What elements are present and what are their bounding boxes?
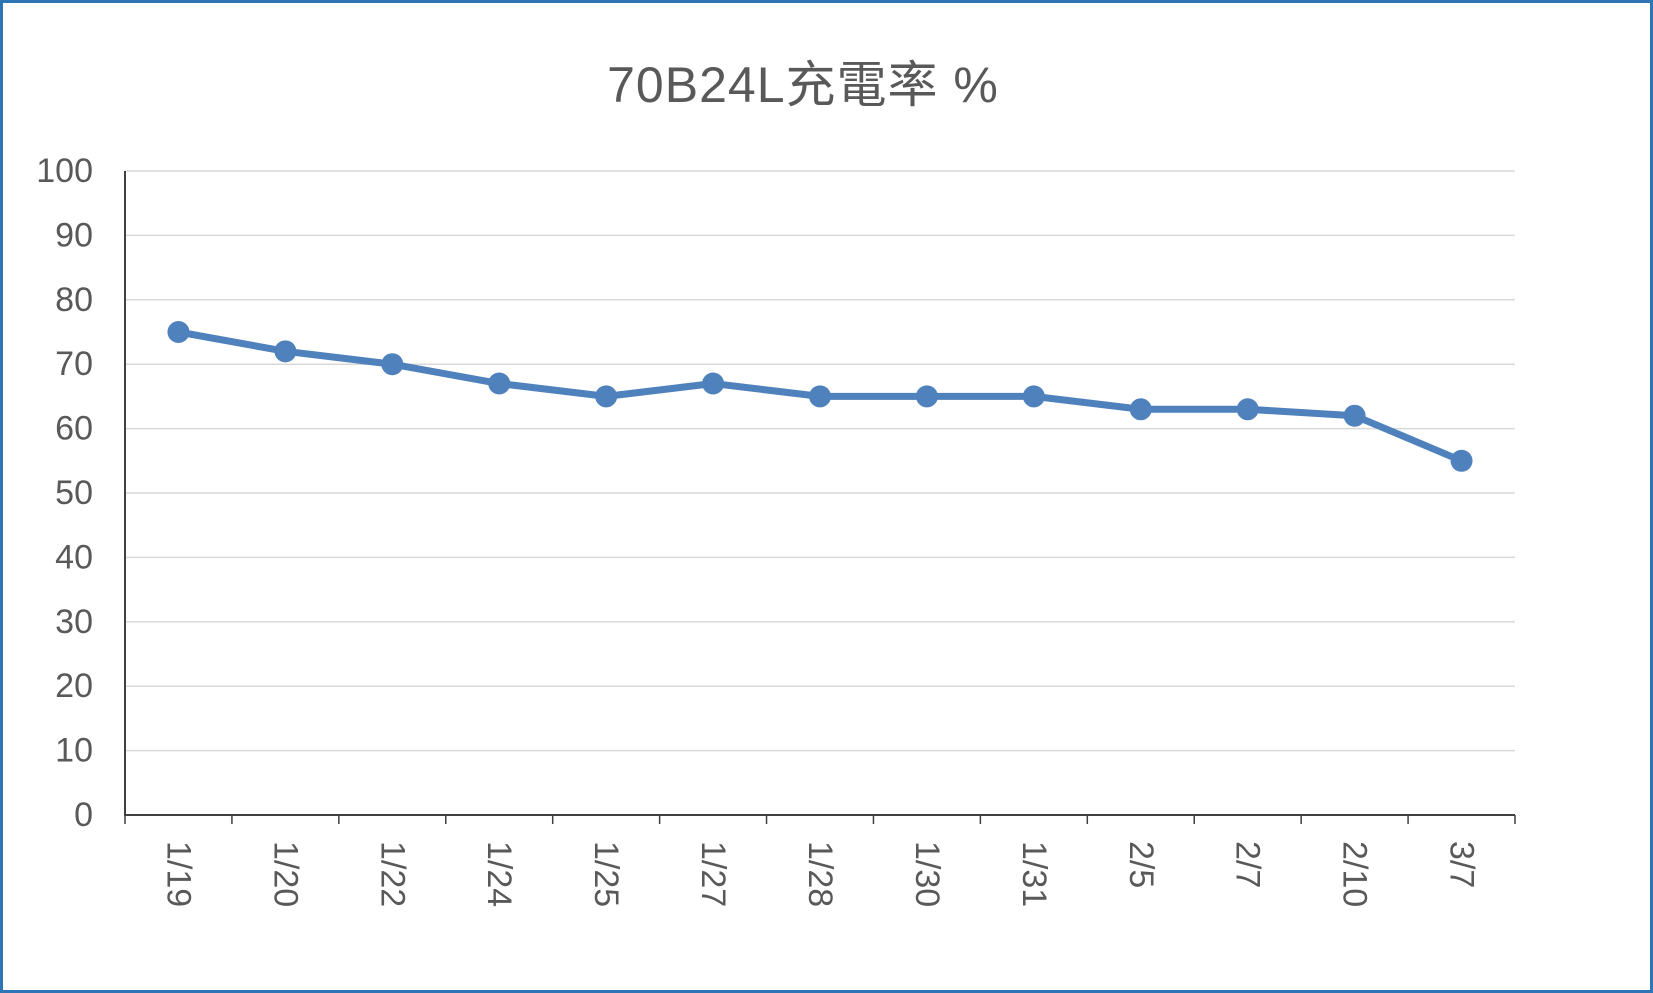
data-point-marker (1450, 449, 1473, 472)
y-axis-tick-label: 90 (55, 216, 93, 254)
data-point-marker (809, 385, 831, 408)
y-axis-tick-label: 0 (74, 796, 93, 834)
x-axis-tick-label: 1/24 (480, 841, 518, 907)
y-axis-tick-label: 40 (55, 538, 93, 576)
y-axis-tick-label: 70 (55, 345, 93, 383)
x-axis-tick-label: 2/10 (1336, 841, 1374, 907)
y-axis-tick-label: 30 (55, 603, 93, 641)
x-axis-tick-label: 3/7 (1443, 841, 1481, 888)
data-point-marker (702, 372, 725, 395)
line-chart: 0 10 20 30 40 50 60 70 80 90 100 1/19 1/20 1/22 1/24 1/… (36, 152, 1516, 907)
data-point-marker (1236, 398, 1259, 421)
x-axis-tick-label: 1/19 (159, 841, 197, 907)
x-axis-tick-label: 2/5 (1122, 841, 1160, 888)
data-point-marker (1022, 385, 1045, 408)
x-axis-tick-label: 2/7 (1229, 841, 1267, 888)
x-axis-tick-label: 1/28 (801, 841, 839, 907)
x-axis-tick-label: 1/25 (587, 841, 625, 907)
data-point-marker (915, 385, 938, 408)
y-axis-tick-label: 80 (55, 281, 93, 319)
y-axis-tick-label: 50 (55, 474, 93, 512)
x-axis-tick-label: 1/30 (908, 841, 946, 907)
y-axis-tick-label: 20 (55, 667, 93, 705)
x-axis-tick-label: 1/27 (694, 841, 732, 907)
data-point-marker (595, 385, 618, 408)
y-axis-tick-label: 10 (55, 732, 93, 770)
data-point-marker (1129, 398, 1152, 421)
data-point-marker (381, 353, 404, 376)
y-axis-tick-label: 100 (36, 152, 93, 190)
chart-title: 70B24L充電率 % (607, 57, 999, 113)
y-axis-tick-label: 60 (55, 410, 93, 448)
data-point-marker (167, 321, 190, 343)
data-point-marker (488, 372, 511, 395)
x-axis-tick-label: 1/20 (266, 841, 304, 907)
x-axis-tick-label: 1/31 (1015, 841, 1053, 907)
data-point-marker (274, 340, 297, 363)
data-point-marker (1343, 404, 1366, 427)
x-axis-tick-label: 1/22 (373, 841, 411, 907)
